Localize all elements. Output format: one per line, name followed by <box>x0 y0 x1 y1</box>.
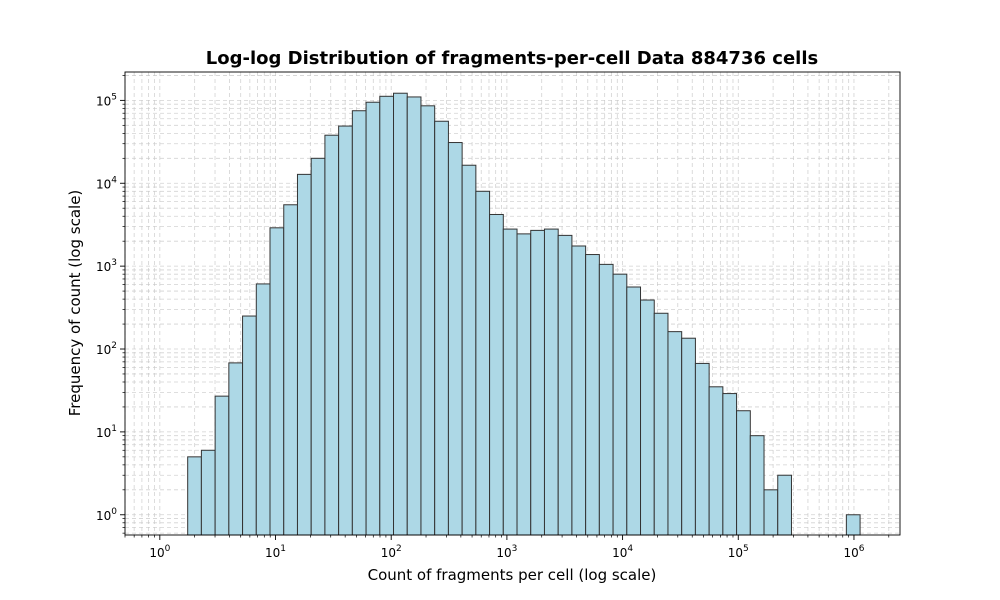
histogram-bar <box>571 245 587 536</box>
axis-ticks: 100 101 102 103 104 105 106 100 101 102 103 104 105 <box>96 75 890 560</box>
histogram-bar <box>200 449 216 536</box>
histogram-bar <box>310 157 326 536</box>
y-tick-label: 105 <box>96 92 117 108</box>
histogram-bar <box>447 142 463 536</box>
histogram-bar <box>255 283 271 536</box>
histogram-bar <box>530 229 545 536</box>
x-axis-label: Count of fragments per cell (log scale) <box>368 566 657 584</box>
histogram-bar <box>393 92 408 536</box>
histogram-bar <box>228 362 244 536</box>
x-tick-label: 103 <box>496 544 517 560</box>
histogram-bar <box>557 234 573 536</box>
histogram-bar <box>667 331 683 536</box>
y-tick-label: 101 <box>96 424 117 440</box>
histogram-bar <box>516 233 532 536</box>
y-tick-label: 103 <box>96 258 117 274</box>
histogram-bar <box>461 164 477 536</box>
x-tick-label: 106 <box>843 544 864 560</box>
histogram-bar <box>489 213 504 536</box>
x-tick-label: 100 <box>149 544 170 560</box>
y-tick-label: 104 <box>96 175 117 191</box>
histogram-bar <box>708 386 724 536</box>
y-tick-label: 100 <box>96 507 117 523</box>
x-tick-label: 105 <box>728 544 749 560</box>
histogram-bar <box>845 514 861 536</box>
histogram-bar <box>379 95 395 536</box>
histogram-bar <box>598 263 614 536</box>
plot-frame <box>124 71 901 536</box>
histogram-bar <box>296 173 312 536</box>
histogram-bar <box>242 315 257 536</box>
histogram-bar <box>640 299 655 536</box>
histogram-bar <box>434 120 449 536</box>
chart-title: Log-log Distribution of fragments-per-ce… <box>206 48 818 69</box>
x-tick-label: 101 <box>265 544 286 560</box>
histogram-bar <box>749 435 765 536</box>
histogram-bar <box>612 273 628 536</box>
histogram-bar <box>406 96 422 536</box>
histogram-bar <box>763 489 779 536</box>
x-tick-label: 102 <box>381 544 402 560</box>
x-tick-label: 104 <box>612 544 633 560</box>
histogram-bar <box>653 312 669 536</box>
histogram-bar <box>420 105 436 536</box>
histogram-bar <box>543 228 559 536</box>
histogram-bar <box>338 125 353 536</box>
histogram-bar <box>502 228 518 536</box>
histogram-bar <box>722 393 738 536</box>
histogram-bar <box>681 337 696 536</box>
histogram-bar <box>283 204 298 536</box>
y-tick-label: 102 <box>96 341 117 357</box>
histogram-bar <box>187 456 202 536</box>
histogram-bar <box>626 286 642 536</box>
histogram-bar <box>475 190 491 536</box>
histogram-bar <box>585 254 600 536</box>
histogram-bar <box>214 395 230 536</box>
histogram-bar <box>269 227 285 536</box>
y-axis-label: Frequency of count (log scale) <box>66 190 84 417</box>
histogram-bar <box>777 474 792 536</box>
histogram-bar <box>694 362 710 536</box>
histogram-bar <box>736 410 751 536</box>
histogram-bar <box>365 101 381 536</box>
histogram-bar <box>351 110 367 536</box>
histogram-bar <box>324 134 340 536</box>
